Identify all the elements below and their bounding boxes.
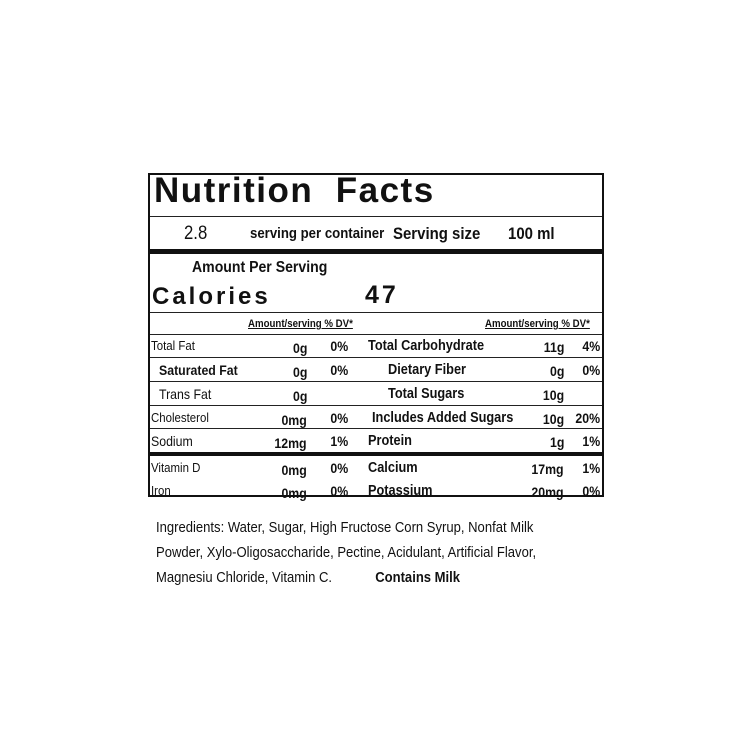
nutrient-amount: 0g <box>549 363 564 379</box>
nutrient-name: Protein <box>368 433 412 449</box>
divider <box>150 312 602 313</box>
divider <box>150 216 602 217</box>
divider <box>150 405 602 406</box>
nutrient-amount: 0g <box>292 364 307 380</box>
divider <box>150 357 602 358</box>
nutrient-amount: 10g <box>542 387 564 403</box>
nutrient-dv: 0% <box>582 362 600 378</box>
ingredients: Ingredients: Water, Sugar, High Fructose… <box>156 516 536 591</box>
column-header-right: Amount/serving % DV* <box>485 318 590 330</box>
nutrient-amount: 10g <box>542 411 564 427</box>
nutrient-amount: 17mg <box>531 461 564 477</box>
nutrient-amount: 12mg <box>274 435 307 451</box>
nutrient-dv: 0% <box>330 338 348 354</box>
nutrient-dv: 0% <box>582 483 600 499</box>
amount-per-serving: Amount Per Serving <box>192 259 328 276</box>
nutrient-dv: 0% <box>330 483 348 499</box>
nutrient-amount: 20mg <box>531 484 564 500</box>
ingredients-line: Magnesiu Chloride, Vitamin C. Contains Mi… <box>156 566 536 591</box>
nutrient-name: Includes Added Sugars <box>372 410 514 426</box>
nutrient-dv: 0% <box>330 362 348 378</box>
nutrient-dv: 1% <box>330 433 348 449</box>
nutrient-amount: 0mg <box>281 485 307 501</box>
nutrient-name: Calcium <box>368 460 418 476</box>
calories-value: 47 <box>365 281 399 309</box>
nutrient-name: Cholesterol <box>151 410 209 425</box>
ingredients-line: Powder, Xylo-Oligosaccharide, Pectine, A… <box>156 545 537 561</box>
nutrient-name: Total Fat <box>151 338 195 353</box>
nutrient-name: Sodium <box>151 433 193 449</box>
nutrient-name: Trans Fat <box>159 386 212 402</box>
nutrient-name: Saturated Fat <box>159 362 238 378</box>
servings-text: serving per container <box>250 225 385 242</box>
nutrient-dv: 4% <box>582 338 600 354</box>
nutrient-dv: 1% <box>582 460 600 476</box>
allergen-statement: Contains Milk <box>375 570 461 586</box>
thick-divider <box>150 452 602 456</box>
divider <box>150 381 602 382</box>
nutrient-name: Total Carbohydrate <box>368 338 485 354</box>
nutrient-name: Iron <box>151 483 171 498</box>
nutrient-name: Total Sugars <box>388 386 465 402</box>
thick-divider <box>150 249 602 254</box>
label-title: Nutrition Facts <box>154 171 435 210</box>
nutrition-facts-label: Nutrition Facts 2.8 serving per containe… <box>148 171 604 501</box>
nutrient-amount: 1g <box>549 434 564 450</box>
column-header-left: Amount/serving % DV* <box>248 318 353 330</box>
nutrient-amount: 0g <box>292 340 307 356</box>
nutrient-dv: 0% <box>330 460 348 476</box>
calories-label: Calories <box>152 283 271 310</box>
nutrient-name: Potassium <box>368 483 433 499</box>
nutrient-amount: 0mg <box>281 462 307 478</box>
nutrient-amount: 11g <box>543 339 564 355</box>
nutrient-amount: 0mg <box>281 412 307 428</box>
nutrient-name: Dietary Fiber <box>388 362 467 378</box>
serving-size-value: 100 ml <box>508 224 555 243</box>
servings-per-container: 2.8 <box>184 223 208 244</box>
ingredients-line: Ingredients: Water, Sugar, High Fructose… <box>156 520 534 536</box>
serving-size-label: Serving size <box>393 224 481 243</box>
divider <box>150 334 602 335</box>
divider <box>150 428 602 429</box>
ingredients-text: Magnesiu Chloride, Vitamin C. <box>156 570 333 586</box>
nutrient-dv: 20% <box>575 410 600 426</box>
nutrient-dv: 1% <box>582 433 600 449</box>
nutrient-dv: 0% <box>330 410 348 426</box>
nutrient-amount: 0g <box>292 388 307 404</box>
nutrient-name: Vitamin D <box>151 460 201 475</box>
